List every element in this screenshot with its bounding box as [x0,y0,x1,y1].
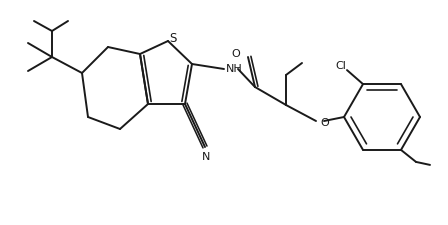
Text: O: O [320,117,329,127]
Text: N: N [202,151,210,161]
Text: NH: NH [226,64,243,74]
Text: S: S [169,32,177,45]
Text: Cl: Cl [336,61,346,71]
Text: O: O [231,49,240,59]
